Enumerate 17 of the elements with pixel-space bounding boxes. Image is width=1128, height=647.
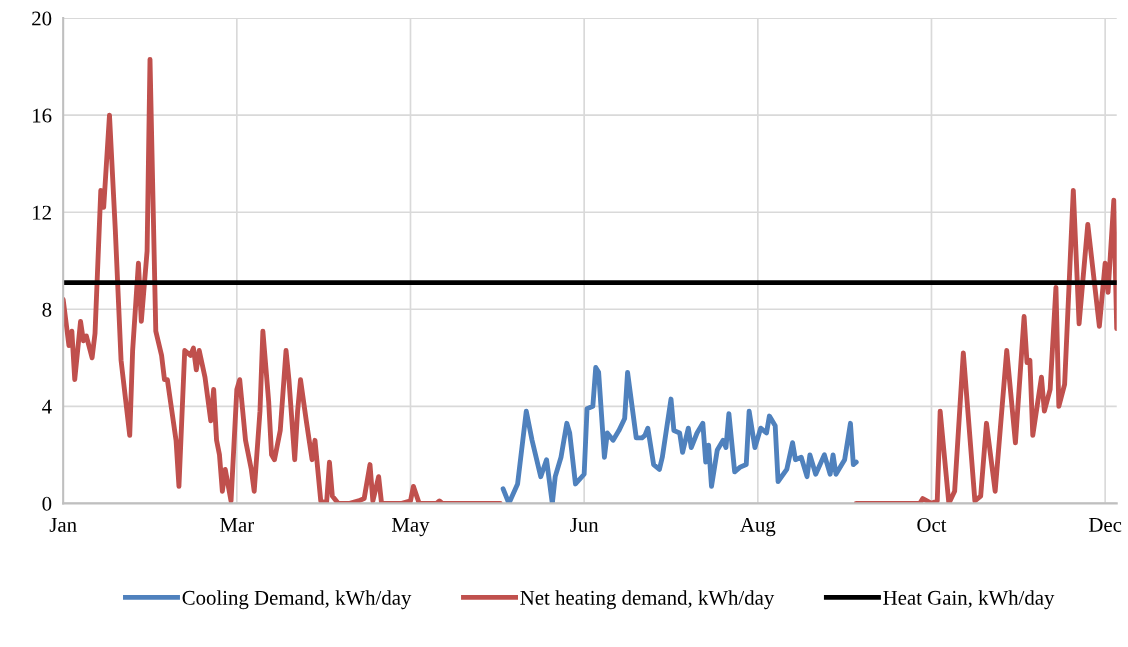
x-tick-label: Mar [220,518,254,532]
x-tick-label: May [392,518,430,537]
legend-label: Heat Gain, kWh/day [883,590,1055,610]
y-tick-label: 4 [42,399,52,414]
x-tick-label: Dec [1088,518,1122,532]
legend-label: Net heating demand, kWh/day [520,590,775,610]
y-tick-label: 0 [42,496,52,511]
y-tick-label: 20 [32,11,52,26]
x-tick-label: Jun [570,518,599,532]
x-tick-label: Aug [740,517,776,537]
y-tick-label: 16 [33,108,52,123]
y-tick-label: 12 [33,205,51,220]
x-tick-label: Jan [49,518,77,532]
y-tick-label: 8 [42,302,52,317]
line-series [500,365,859,504]
x-tick-label: Oct [917,517,947,532]
legend-label: Cooling Demand, kWh/day [182,590,412,610]
